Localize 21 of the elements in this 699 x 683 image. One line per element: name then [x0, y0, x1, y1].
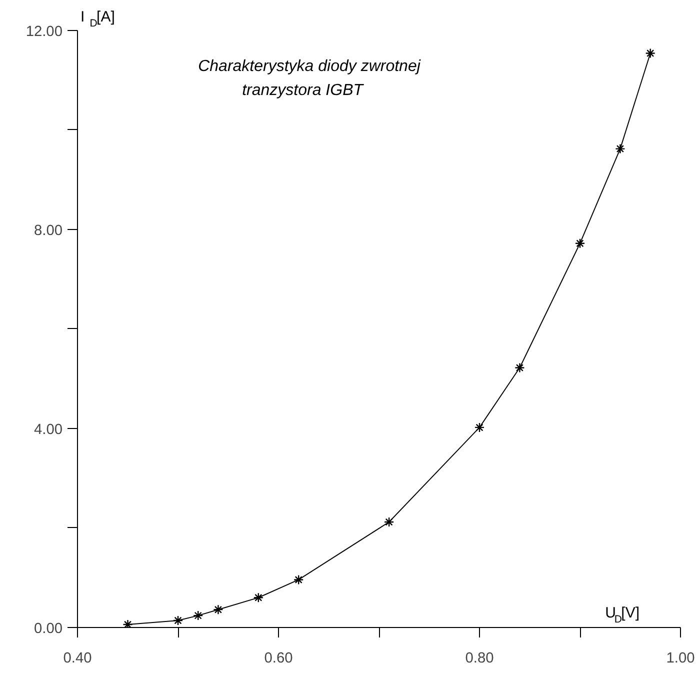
point	[193, 610, 204, 621]
point	[574, 238, 586, 248]
text: Charakterystyka diody zwrotnej tranzystora IGBT	[198, 58, 421, 100]
x-tick-label: 0.80	[465, 650, 494, 666]
point	[645, 48, 656, 58]
point	[474, 422, 485, 433]
point	[253, 592, 264, 603]
point	[172, 615, 184, 626]
point	[384, 516, 394, 528]
point	[514, 362, 525, 373]
y-tick-label: 4.00	[34, 422, 63, 438]
y-tick-label: 12.00	[26, 24, 63, 40]
y-tick-label: 0.00	[34, 621, 63, 637]
point	[294, 574, 304, 585]
x-tick-label: 0.40	[63, 650, 92, 666]
point	[213, 604, 224, 615]
x-tick-label: 0.60	[264, 650, 293, 666]
point	[615, 144, 626, 154]
y-tick-label: 8.00	[34, 222, 63, 239]
point	[122, 619, 133, 628]
x-tick-label: 1.00	[666, 650, 695, 666]
